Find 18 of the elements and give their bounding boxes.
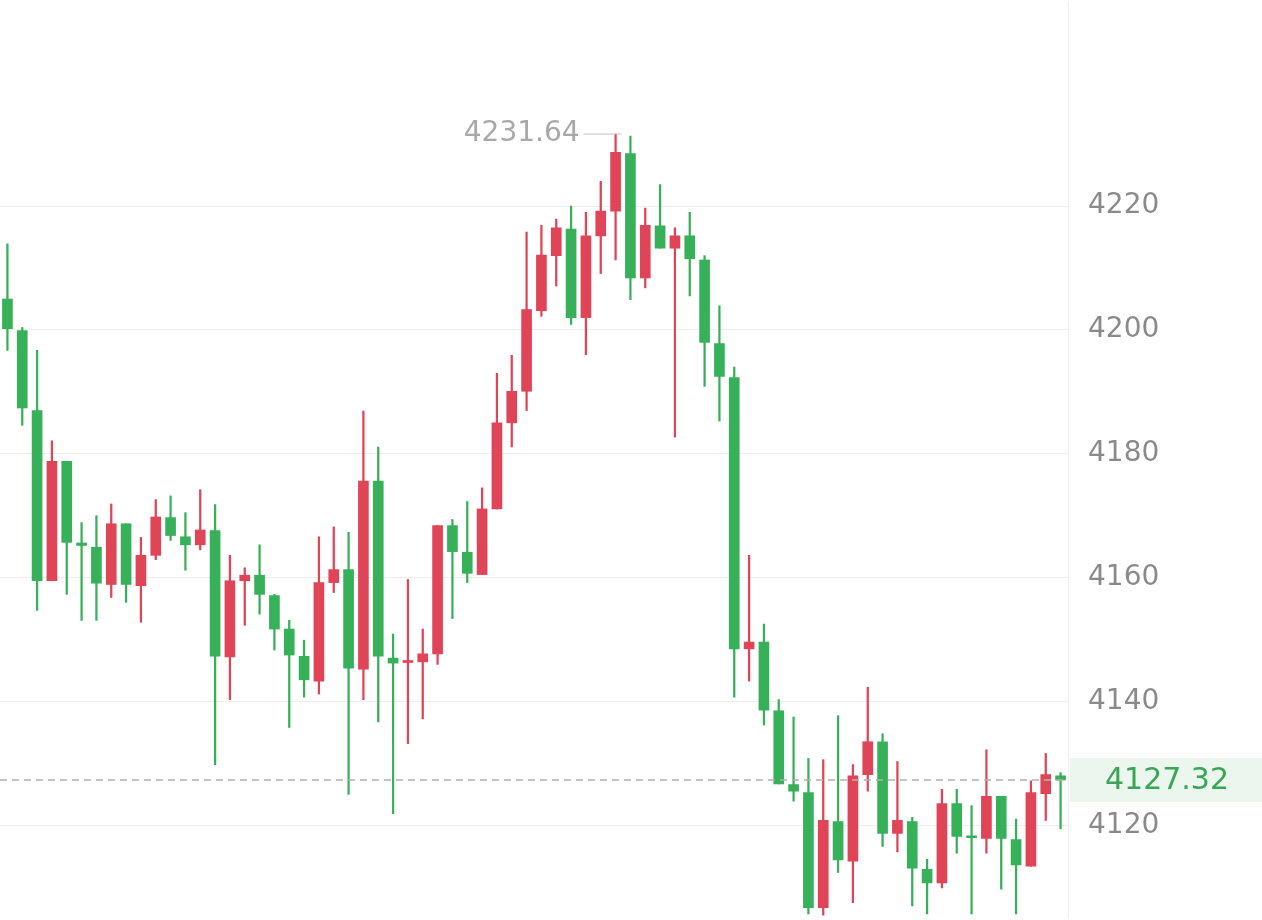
ref-line-label: 4127.32 xyxy=(1104,760,1230,796)
candlestick xyxy=(2,243,13,351)
annotation: 4231.64 xyxy=(463,115,580,149)
candlestick xyxy=(966,805,977,915)
candlestick xyxy=(254,544,265,615)
candlestick xyxy=(714,305,725,422)
y-tick-label: 4160 xyxy=(1088,558,1160,592)
candlestick xyxy=(788,716,799,802)
candlestick xyxy=(180,512,191,571)
y-tick-label: 4120 xyxy=(1088,806,1160,840)
y-tick-label: 4180 xyxy=(1088,435,1160,469)
candlestick xyxy=(76,522,87,621)
y-tick-label: 4140 xyxy=(1088,682,1160,716)
candlestick xyxy=(892,761,903,853)
candlestick xyxy=(1055,772,1066,830)
y-tick-label: 4200 xyxy=(1088,311,1160,345)
candlestick xyxy=(447,519,458,619)
y-tick-label: 4220 xyxy=(1088,187,1160,221)
